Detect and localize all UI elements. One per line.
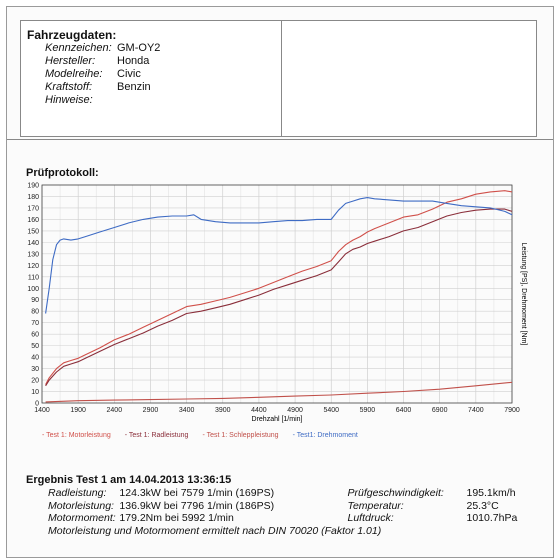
vehicle-data-panel: Fahrzeugdaten: Kennzeichen: GM-OY2 Herst…: [21, 21, 282, 136]
series-line-schleppleistung: [45, 381, 513, 403]
y-tick-label: 190: [27, 183, 39, 190]
din-note: Motorleistung und Motormoment ermittelt …: [48, 524, 382, 537]
x-tick-label: 6400: [396, 407, 412, 414]
vehicle-field-value: Benzin: [117, 81, 151, 93]
results-section: Ergebnis Test 1 am 14.04.2013 13:36:15 R…: [26, 474, 526, 538]
vehicle-field-row: Hinweise:: [27, 94, 281, 107]
x-tick-label: 7900: [504, 407, 520, 414]
vehicle-field-label: Kennzeichen:: [45, 42, 112, 54]
x-axis-label: Drehzahl [1/min]: [252, 416, 303, 423]
result-row: Motormoment: 179.2Nm bei 5992 1/min Luft…: [26, 512, 526, 525]
result-label: Temperatur:: [347, 499, 404, 512]
y-tick-label: 130: [27, 251, 39, 258]
x-tick-label: 7400: [468, 407, 484, 414]
legend-item-drehmoment: - Test1: Drehmoment: [292, 432, 358, 439]
y-tick-label: 40: [31, 355, 39, 362]
y-tick-labels: 0 10 20 30 40 50 60 70 80 90 100 110 120 130 140 150 160…: [27, 183, 39, 408]
section-divider: [7, 139, 553, 140]
y-tick-label: 120: [27, 263, 39, 270]
x-tick-label: 3900: [215, 407, 231, 414]
vehicle-data-title: Fahrzeugdaten:: [27, 28, 117, 42]
y-tick-label: 160: [27, 217, 39, 224]
x-tick-label: 1900: [70, 407, 86, 414]
report-sheet: Fahrzeugdaten: Kennzeichen: GM-OY2 Herst…: [6, 6, 554, 558]
y-tick-label: 180: [27, 194, 39, 201]
vehicle-field-label: Hersteller:: [45, 55, 96, 67]
x-tick-labels: 1400 1900 2400 2900 3400 3900 4400 4900 5400 5900…: [34, 407, 520, 414]
x-tick-label: 1400: [34, 407, 50, 414]
result-value: 1010.7hPa: [466, 512, 518, 524]
vehicle-field-label: Hinweise:: [45, 94, 93, 106]
result-label: Motorleistung:: [48, 499, 114, 512]
x-tick-label: 4400: [251, 407, 267, 414]
vehicle-field-row: Hersteller: Honda: [27, 55, 281, 68]
x-tick-label: 4900: [287, 407, 303, 414]
result-label: Prüfgeschwindigkeit:: [347, 487, 444, 499]
x-tick-label: 5900: [360, 407, 376, 414]
results-title: Ergebnis Test 1 am 14.04.2013 13:36:15: [26, 474, 232, 486]
x-tick-label: 3400: [179, 407, 195, 414]
x-tick-label: 6900: [432, 407, 448, 414]
result-value: 136.9kW bei 7796 1/min (186PS): [119, 499, 275, 512]
vehicle-field-row: Kennzeichen: GM-OY2: [27, 42, 281, 55]
y-tick-label: 140: [27, 240, 39, 247]
legend-item-radleistung: - Test 1: Radleistung: [124, 432, 189, 439]
vehicle-field-label: Kraftstoff:: [45, 81, 93, 93]
x-tick-label: 2900: [143, 407, 159, 414]
result-value: 25.3°C: [466, 499, 499, 512]
legend-item-motorleistung: - Test 1: Motorleistung: [42, 432, 111, 439]
vehicle-field-label: Modelreihe:: [45, 68, 103, 80]
result-row: Motorleistung: 136.9kW bei 7796 1/min (1…: [26, 500, 526, 513]
plot-frame: [41, 184, 513, 404]
result-value: 195.1km/h: [466, 487, 516, 499]
series-line-drehmoment: [45, 197, 513, 314]
series-line-radleistung: [45, 208, 513, 387]
x-tick-label: 2400: [107, 407, 123, 414]
result-row: Radleistung: 124.3kW bei 7579 1/min (169…: [26, 487, 526, 500]
chart-legend: - Test 1: Motorleistung - Test 1: Radlei…: [42, 432, 358, 439]
vehicle-field-row: Modelreihe: Civic: [27, 68, 281, 81]
result-value: 124.3kW bei 7579 1/min (169PS): [119, 487, 275, 499]
y-tick-label: 70: [31, 320, 39, 327]
y-tick-label: 50: [31, 343, 39, 350]
y-tick-label: 170: [27, 205, 39, 212]
vehicle-field-value: Civic: [117, 68, 141, 80]
y-tick-label: 150: [27, 228, 39, 235]
series-line-motorleistung: [45, 190, 513, 385]
protocol-title: Prüfprotokoll:: [26, 167, 99, 179]
vehicle-field-value: GM-OY2: [117, 42, 161, 54]
y-tick-label: 20: [31, 378, 39, 385]
y-tick-label: 60: [31, 332, 39, 339]
vehicle-field-value: Honda: [117, 55, 150, 67]
result-label: Motormoment:: [48, 512, 116, 524]
series-lines: [45, 190, 513, 403]
vehicle-field-row: Kraftstoff: Benzin: [27, 81, 281, 94]
y-tick-label: 110: [28, 274, 39, 281]
y-tick-label: 0: [35, 401, 39, 408]
x-tick-label: 5400: [323, 407, 339, 414]
y-tick-label: 100: [27, 286, 39, 293]
y-axis-label: Leistung [PS], Drehmoment [Nm]: [520, 243, 527, 346]
y-tick-label: 80: [31, 309, 39, 316]
y-tick-label: 30: [31, 366, 39, 373]
vehicle-data-box: Fahrzeugdaten: Kennzeichen: GM-OY2 Herst…: [20, 20, 537, 137]
result-value: 179.2Nm bei 5992 1/min: [119, 512, 234, 524]
y-tick-label: 10: [31, 389, 39, 396]
result-label: Luftdruck:: [347, 512, 394, 524]
y-tick-label: 90: [31, 297, 39, 304]
result-label: Radleistung:: [48, 487, 107, 499]
legend-item-schleppleistung: - Test 1: Schleppleistung: [202, 432, 279, 439]
